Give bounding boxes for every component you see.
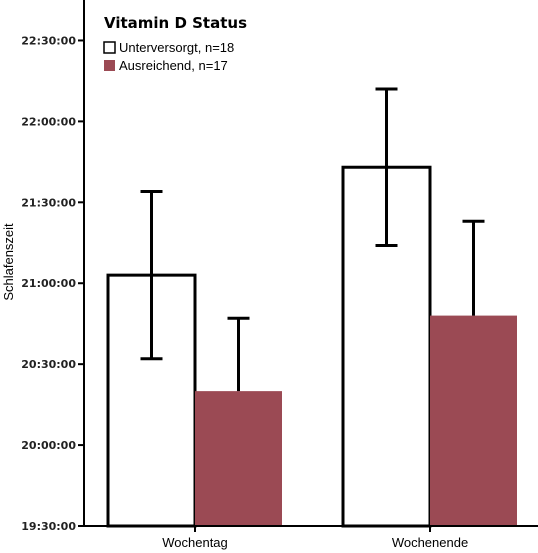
x-tick-label: Wochenende bbox=[392, 535, 468, 550]
legend: Vitamin D Status Unterversorgt, n=18 Aus… bbox=[103, 14, 247, 73]
y-tick-label: 20:30:00 bbox=[21, 358, 76, 371]
bar-ausreichend-wochentag bbox=[195, 391, 282, 526]
y-axis-ticks: 19:30:00 20:00:00 20:30:00 21:00:00 21:30:00… bbox=[21, 34, 84, 533]
y-tick-label: 21:00:00 bbox=[21, 277, 76, 290]
x-tick-label: Wochentag bbox=[162, 535, 228, 550]
y-tick-label: 21:30:00 bbox=[21, 196, 76, 209]
legend-swatch-unterversorgt bbox=[103, 41, 116, 54]
legend-swatch-ausreichend bbox=[104, 60, 115, 71]
x-axis-ticks: Wochentag Wochenende bbox=[162, 526, 468, 550]
y-axis-title: Schlafenszeit bbox=[1, 223, 16, 301]
y-tick-label: 22:30:00 bbox=[21, 34, 76, 47]
y-tick-label: 19:30:00 bbox=[21, 520, 76, 533]
legend-title: Vitamin D Status bbox=[104, 14, 247, 32]
bar-ausreichend-wochenende bbox=[430, 315, 517, 526]
bars bbox=[106, 165, 517, 528]
legend-label-unterversorgt: Unterversorgt, n=18 bbox=[119, 40, 234, 55]
legend-label-ausreichend: Ausreichend, n=17 bbox=[119, 58, 228, 73]
y-tick-label: 22:00:00 bbox=[21, 115, 76, 128]
y-tick-label: 20:00:00 bbox=[21, 439, 76, 452]
error-bars bbox=[140, 87, 485, 392]
